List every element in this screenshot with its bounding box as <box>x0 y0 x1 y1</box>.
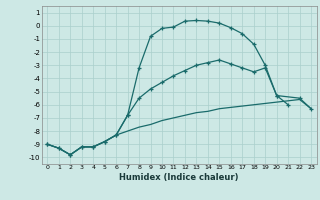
X-axis label: Humidex (Indice chaleur): Humidex (Indice chaleur) <box>119 173 239 182</box>
